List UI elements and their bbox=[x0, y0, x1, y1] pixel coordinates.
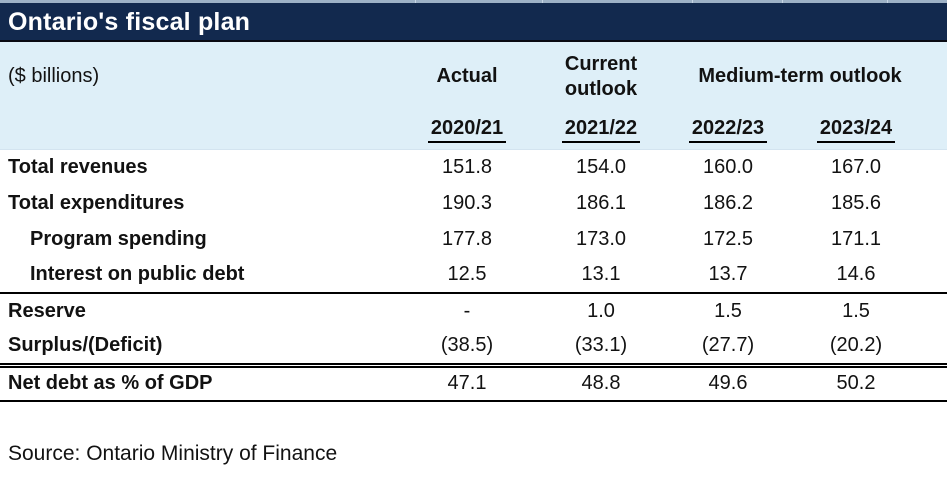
current-outlook-label: Current outlook bbox=[564, 52, 638, 100]
column-group-current-outlook: Current outlook bbox=[530, 42, 672, 111]
value-cell: 177.8 bbox=[441, 227, 493, 250]
row-label: Reserve bbox=[8, 300, 86, 322]
value-cell: 14.6 bbox=[784, 257, 947, 294]
value-cell: 173.0 bbox=[575, 227, 627, 250]
year-label: 2022/23 bbox=[688, 117, 768, 143]
value-cell: 171.1 bbox=[830, 227, 882, 250]
value-cell: 1.5 bbox=[842, 300, 870, 322]
value-cell: 185.6 bbox=[830, 191, 882, 214]
year-row-spacer bbox=[0, 111, 404, 150]
spreadsheet-column-edge-strip bbox=[0, 0, 947, 3]
value-cell: (27.7) bbox=[672, 329, 784, 368]
column-boundary-tick bbox=[887, 0, 888, 3]
value-cell: - bbox=[463, 300, 471, 322]
column-boundary-tick bbox=[692, 0, 693, 3]
row-label: Total revenues bbox=[8, 155, 148, 178]
value-cell: 167.0 bbox=[830, 155, 882, 178]
table-header: ($ billions) Actual Current outlook Medi… bbox=[0, 42, 947, 150]
year-header-2023-24: 2023/24 bbox=[784, 111, 947, 150]
page-title: Ontario's fiscal plan bbox=[8, 8, 251, 36]
year-header-2021-22: 2021/22 bbox=[530, 111, 672, 150]
table-body: Total revenues 151.8 154.0 160.0 167.0 T… bbox=[0, 149, 947, 402]
column-group-actual: Actual bbox=[436, 65, 498, 87]
header-year-row: 2020/21 2021/22 2022/23 2023/24 bbox=[0, 111, 947, 150]
row-label: Interest on public debt bbox=[0, 257, 404, 294]
value-cell: 172.5 bbox=[702, 227, 754, 250]
value-cell: (38.5) bbox=[404, 329, 530, 368]
value-cell: 160.0 bbox=[702, 155, 754, 178]
column-boundary-tick bbox=[415, 0, 416, 3]
year-label: 2020/21 bbox=[427, 117, 507, 143]
value-cell: 50.2 bbox=[784, 365, 947, 402]
value-cell: 1.0 bbox=[587, 300, 615, 322]
column-group-medium-term-outlook: Medium-term outlook bbox=[698, 65, 902, 87]
row-label: Net debt as % of GDP bbox=[0, 365, 404, 402]
value-cell: 12.5 bbox=[404, 257, 530, 294]
table-row-total-expenditures: Total expenditures 190.3 186.1 186.2 185… bbox=[0, 185, 947, 221]
table-row-total-revenues: Total revenues 151.8 154.0 160.0 167.0 bbox=[0, 149, 947, 185]
value-cell: 190.3 bbox=[441, 191, 493, 214]
table-row-interest-on-public-debt: Interest on public debt 12.5 13.1 13.7 1… bbox=[0, 257, 947, 294]
value-cell: (33.1) bbox=[530, 329, 672, 368]
year-header-2020-21: 2020/21 bbox=[404, 111, 530, 150]
value-cell: 48.8 bbox=[530, 365, 672, 402]
year-label: 2023/24 bbox=[816, 117, 896, 143]
column-boundary-tick bbox=[542, 0, 543, 3]
row-label: Surplus/(Deficit) bbox=[0, 329, 404, 368]
value-cell: 13.1 bbox=[530, 257, 672, 294]
row-label: Program spending bbox=[30, 227, 207, 250]
table-row-surplus-deficit: Surplus/(Deficit) (38.5) (33.1) (27.7) (… bbox=[0, 329, 947, 368]
header-group-row: ($ billions) Actual Current outlook Medi… bbox=[0, 42, 947, 111]
value-cell: 1.5 bbox=[714, 300, 742, 322]
fiscal-plan-table: ($ billions) Actual Current outlook Medi… bbox=[0, 42, 947, 402]
value-cell: 49.6 bbox=[672, 365, 784, 402]
table-row-net-debt-pct-gdp: Net debt as % of GDP 47.1 48.8 49.6 50.2 bbox=[0, 365, 947, 402]
title-bar: Ontario's fiscal plan bbox=[0, 3, 947, 42]
value-cell: 186.1 bbox=[575, 191, 627, 214]
value-cell: 151.8 bbox=[441, 155, 493, 178]
table-row-program-spending: Program spending 177.8 173.0 172.5 171.1 bbox=[0, 221, 947, 257]
value-cell: 13.7 bbox=[672, 257, 784, 294]
value-cell: 154.0 bbox=[575, 155, 627, 178]
table-row-reserve: Reserve - 1.0 1.5 1.5 bbox=[0, 293, 947, 329]
row-label: Total expenditures bbox=[8, 191, 185, 214]
value-cell: 47.1 bbox=[404, 365, 530, 402]
year-header-2022-23: 2022/23 bbox=[672, 111, 784, 150]
unit-label: ($ billions) bbox=[8, 65, 100, 87]
source-note: Source: Ontario Ministry of Finance bbox=[8, 442, 338, 465]
value-cell: (20.2) bbox=[784, 329, 947, 368]
value-cell: 186.2 bbox=[702, 191, 754, 214]
column-boundary-tick bbox=[782, 0, 783, 3]
year-label: 2021/22 bbox=[561, 117, 641, 143]
